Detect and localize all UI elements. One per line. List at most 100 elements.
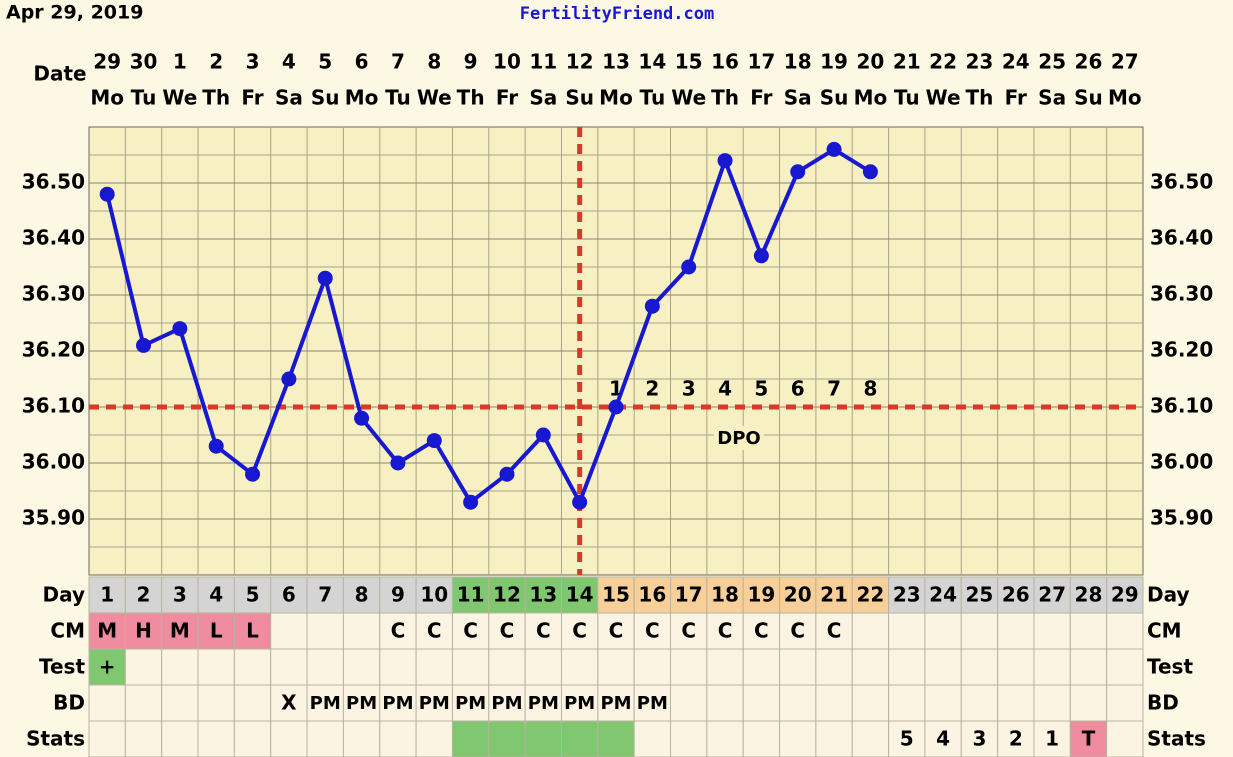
table-cell <box>888 684 926 722</box>
weekday-label: We <box>671 86 706 110</box>
table-cell <box>1106 612 1144 650</box>
temperature-point <box>826 141 842 157</box>
cell-text: C <box>427 619 442 643</box>
cell-text: 3 <box>972 727 986 751</box>
y-tick-label-right: 36.40 <box>1150 226 1213 250</box>
temperature-point <box>463 494 479 510</box>
cell-text: 5 <box>246 583 260 607</box>
date-label: 7 <box>391 50 405 74</box>
cell-text: 20 <box>784 583 812 607</box>
cell-text: 4 <box>209 583 223 607</box>
table-cell <box>342 576 381 614</box>
cell-text: 3 <box>173 583 187 607</box>
table-cell <box>161 684 199 722</box>
cell-text: 16 <box>638 583 666 607</box>
dpo-label: DPO <box>717 428 760 449</box>
table-cell <box>851 612 890 650</box>
weekday-label: Tu <box>640 86 666 110</box>
date-label: 1 <box>173 50 187 74</box>
table-cell <box>851 720 890 757</box>
table-cell <box>815 612 853 650</box>
dpo-number: 5 <box>754 377 768 401</box>
table-cell <box>706 684 744 722</box>
y-tick-label-right: 36.00 <box>1150 450 1213 474</box>
weekday-label: Fr <box>1005 86 1027 110</box>
date-label: 20 <box>856 50 884 74</box>
table-cell <box>997 648 1035 686</box>
table-cell <box>524 648 562 686</box>
table-cell <box>1069 684 1108 722</box>
table-cell <box>270 576 308 614</box>
table-cell <box>670 648 708 686</box>
cell-text: 9 <box>391 583 405 607</box>
row-label: Test <box>39 655 85 679</box>
date-label: 14 <box>638 50 666 74</box>
date-label: 24 <box>1002 50 1030 74</box>
table-cell <box>124 720 163 757</box>
temperature-point <box>862 164 878 180</box>
table-cell <box>415 648 453 686</box>
table-cell <box>161 612 199 650</box>
cell-text: 1 <box>100 583 114 607</box>
cell-text: 7 <box>318 583 332 607</box>
cell-text: 4 <box>936 727 950 751</box>
temperature-point <box>572 494 588 510</box>
row-label-right: Stats <box>1147 727 1206 751</box>
table-cell <box>997 612 1035 650</box>
table-cell <box>451 720 490 757</box>
table-cell <box>306 648 344 686</box>
cell-text: PM <box>419 693 450 714</box>
table-cell <box>706 720 744 757</box>
dpo-number: 4 <box>718 377 732 401</box>
temperature-point <box>354 410 370 426</box>
weekday-label: Mo <box>599 86 633 110</box>
table-cell <box>88 612 126 650</box>
table-cell <box>451 684 490 722</box>
weekday-label: Su <box>565 86 594 110</box>
table-cell <box>161 720 199 757</box>
temperature-point <box>644 298 660 314</box>
cell-text: 23 <box>893 583 921 607</box>
table-cell <box>451 612 490 650</box>
weekday-label: Sa <box>784 86 812 110</box>
temperature-point <box>172 321 188 337</box>
table-cell <box>851 684 890 722</box>
table-cell <box>488 720 526 757</box>
cell-text: 24 <box>929 583 957 607</box>
table-cell <box>161 576 199 614</box>
weekday-label: We <box>162 86 197 110</box>
weekday-label: Th <box>711 86 739 110</box>
table-cell <box>415 612 453 650</box>
cell-text: 25 <box>966 583 994 607</box>
table-cell <box>815 684 853 722</box>
temperature-point <box>317 270 333 286</box>
temperature-point <box>535 427 551 443</box>
table-cell <box>1033 648 1071 686</box>
temperature-point <box>99 186 115 202</box>
table-cell <box>815 648 853 686</box>
cell-text: PM <box>528 693 559 714</box>
table-cell <box>560 612 599 650</box>
table-cell <box>342 720 381 757</box>
table-cell <box>924 720 962 757</box>
table-cell <box>960 648 999 686</box>
cell-text: PM <box>564 693 595 714</box>
table-cell <box>888 612 926 650</box>
cell-text: H <box>135 619 152 643</box>
cell-text: 15 <box>602 583 630 607</box>
table-cell <box>633 612 672 650</box>
cell-text: 12 <box>493 583 521 607</box>
table-cell <box>270 612 308 650</box>
table-cell <box>960 612 999 650</box>
cell-text: PM <box>637 693 668 714</box>
cell-text: 22 <box>856 583 884 607</box>
weekday-label: Th <box>202 86 230 110</box>
table-cell <box>1033 684 1071 722</box>
chart-date: Apr 29, 2019 <box>6 2 143 24</box>
cell-text: L <box>246 619 259 643</box>
table-cell <box>342 612 381 650</box>
table-cell <box>451 648 490 686</box>
row-label-right: Test <box>1147 655 1193 679</box>
date-label: 2 <box>209 50 223 74</box>
